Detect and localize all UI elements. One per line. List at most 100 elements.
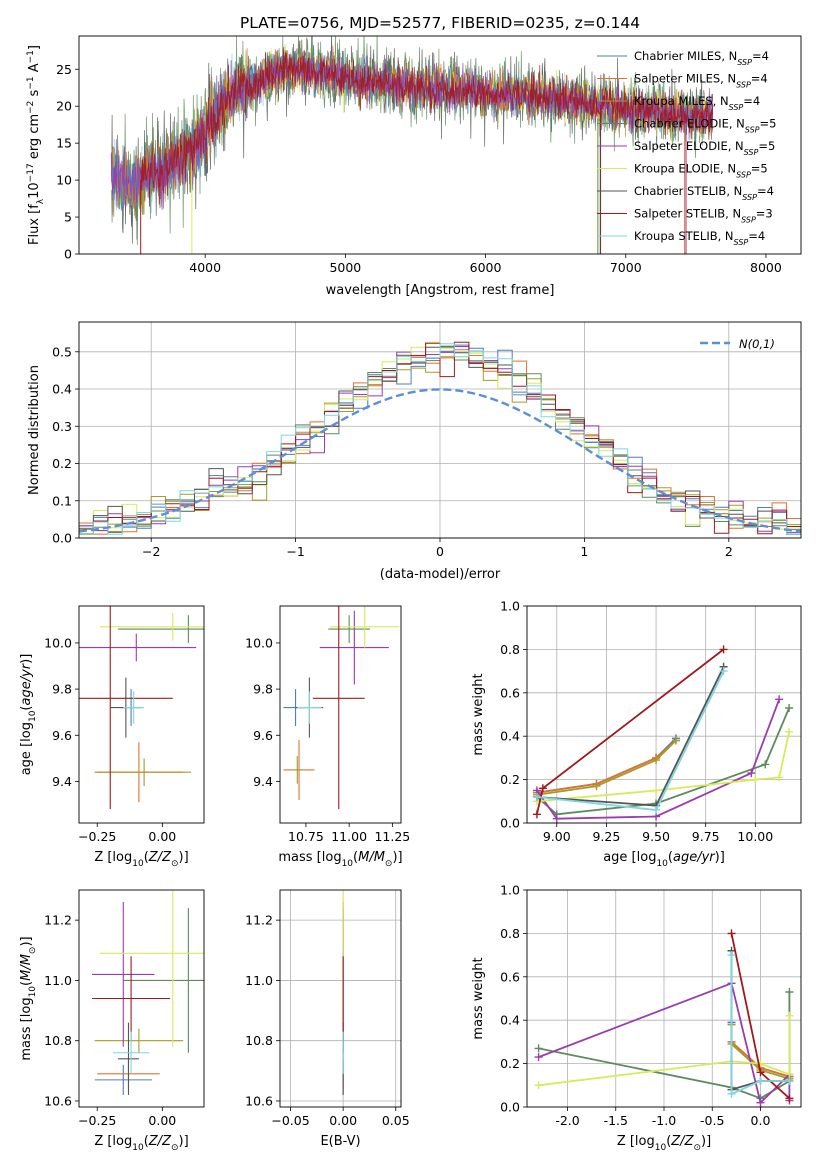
y-tick-label: 0.5 (52, 344, 72, 359)
spectra (110, 36, 714, 254)
x-tick-label: −1 (286, 544, 304, 559)
y-tick-label: 9.6 (52, 728, 72, 743)
plus-marker (532, 792, 541, 801)
x-tick-label: 0.00 (148, 829, 176, 844)
age-vs-mass-panel: 10.75 11.00 11.25 9.4 9.6 9.8 10.0 mass [log10(… (245, 605, 410, 869)
data-point-2 (94, 1028, 184, 1053)
plus-marker (534, 1081, 543, 1090)
plus-marker (671, 736, 680, 745)
mass-vs-extinction-panel: −0.05 0.00 0.05 10.6 10.8 11.0 11.2 E(B-V) (245, 889, 410, 1149)
data-point-8 (297, 691, 322, 724)
plus-marker (785, 1011, 794, 1020)
y-tick-label: 0.0 (500, 1100, 520, 1115)
plus-marker (534, 1044, 543, 1053)
series-line (536, 739, 677, 796)
ticks: -2.0 -1.5 -1.0 -0.5 0.0 0.0 0.2 0.4 0.6 0.8 1.0 (500, 883, 770, 1129)
x-tick-label: −2 (142, 544, 160, 559)
y-tick-label: 10.6 (245, 1093, 273, 1108)
axis-label: mass weight (471, 673, 486, 755)
legend-entry: Salpeter MILES, NSSP=4 (634, 72, 768, 90)
axis-label: wavelength [Angstrom, rest frame] (326, 283, 555, 298)
plus-marker (785, 1094, 794, 1103)
series-7 (532, 645, 728, 819)
x-tick-label: 7000 (610, 260, 642, 275)
legend-entry: N(0,1) (739, 337, 775, 351)
data-point-5 (99, 890, 204, 1047)
y-tick-label: 0.8 (500, 642, 520, 657)
plus-marker (727, 929, 736, 938)
data-point-2 (290, 756, 305, 784)
legend: Chabrier MILES, NSSP=4 Salpeter MILES, NS… (597, 49, 776, 247)
data-point-5 (99, 612, 204, 641)
legend: N(0,1) (700, 337, 775, 351)
plus-marker (538, 784, 547, 793)
y-tick-label: 9.6 (253, 728, 273, 743)
data-point-3 (123, 908, 204, 1053)
y-tick-label: 9.8 (253, 682, 273, 697)
y-tick-label: 0.3 (52, 419, 72, 434)
y-tick-label: 11.0 (245, 973, 273, 988)
y-tick-label: 10.8 (245, 1033, 273, 1048)
plot-frame (78, 605, 205, 824)
series (534, 929, 794, 1107)
massweight-vs-metallicity-panel: -2.0 -1.5 -1.0 -0.5 0.0 0.0 0.2 0.4 0.6 0.8 1.0 Z [… (471, 883, 802, 1153)
axis-label: Z [log10(Z/Z⊙)] (94, 850, 188, 869)
data-point-4 (79, 633, 197, 662)
axis-label: Flux [fλ10−17 erg cm−2 s−1 A−1] (26, 45, 46, 245)
axis-label: age [log10(age/yr)] (19, 654, 38, 776)
plot-frame (78, 35, 802, 255)
plus-marker (747, 769, 756, 778)
axis-label: mass [log10(M/M⊙)] (19, 936, 38, 1060)
y-tick-label: 10.8 (44, 1033, 72, 1048)
ticks: −0.25 0.00 9.4 9.6 9.8 10.0 (44, 635, 176, 844)
x-tick-label: −0.05 (271, 1113, 309, 1128)
x-tick-label: 9.25 (592, 829, 620, 844)
data-point-0 (94, 1064, 152, 1095)
legend-entry: Chabrier MILES, NSSP=4 (634, 49, 769, 67)
data-point-4 (92, 902, 155, 1047)
axis-label: mass [log10(M/M⊙)] (278, 850, 402, 869)
x-tick-label: 0.00 (148, 1113, 176, 1128)
y-tick-label: 0.0 (52, 531, 72, 546)
plus-marker (532, 810, 541, 819)
series (532, 645, 794, 823)
error-bars (92, 890, 204, 1095)
x-tick-label: −0.25 (78, 829, 116, 844)
plus-marker (727, 1089, 736, 1098)
series-7 (727, 929, 794, 1103)
series-8 (727, 951, 794, 1098)
x-tick-label: 11.00 (331, 829, 367, 844)
data-point-7 (312, 606, 365, 810)
plus-marker (534, 1053, 543, 1062)
x-tick-label: 4000 (189, 260, 221, 275)
x-tick-label: 0 (436, 544, 444, 559)
y-tick-label: 9.4 (253, 774, 273, 789)
y-tick-label: 0.2 (500, 1056, 520, 1071)
histogram-8 (79, 343, 801, 535)
y-tick-label: 0.4 (52, 382, 72, 397)
y-tick-label: 10.0 (44, 635, 72, 650)
x-tick-label: 9.50 (642, 829, 670, 844)
y-tick-label: 1.0 (500, 599, 520, 614)
legend-entry: Chabrier STELIB, NSSP=4 (634, 184, 774, 202)
grid (280, 890, 401, 1107)
plus-marker (785, 727, 794, 736)
spectrum-line-7 (140, 49, 714, 205)
y-tick-label: 10.0 (245, 635, 273, 650)
x-tick-label: 0.0 (751, 1113, 771, 1128)
x-tick-label: 5000 (329, 260, 361, 275)
y-tick-label: 9.4 (52, 774, 72, 789)
y-tick-label: 10.6 (44, 1093, 72, 1108)
data-point-8 (123, 691, 145, 724)
y-tick-label: 9.8 (52, 682, 72, 697)
axis-label: mass weight (471, 957, 486, 1039)
axis-label: Z [log10(Z/Z⊙)] (94, 1134, 188, 1153)
data-point-3 (328, 615, 370, 643)
plus-marker (652, 805, 661, 814)
y-tick-label: 11.2 (245, 913, 273, 928)
massweight-vs-age-panel: 9.00 9.25 9.50 9.75 10.00 0.0 0.2 0.4 0.6 0.8 1.0 a… (471, 599, 802, 869)
series-8 (532, 667, 728, 814)
data-point-6 (118, 1022, 139, 1095)
y-tick-label: 5 (64, 210, 72, 225)
